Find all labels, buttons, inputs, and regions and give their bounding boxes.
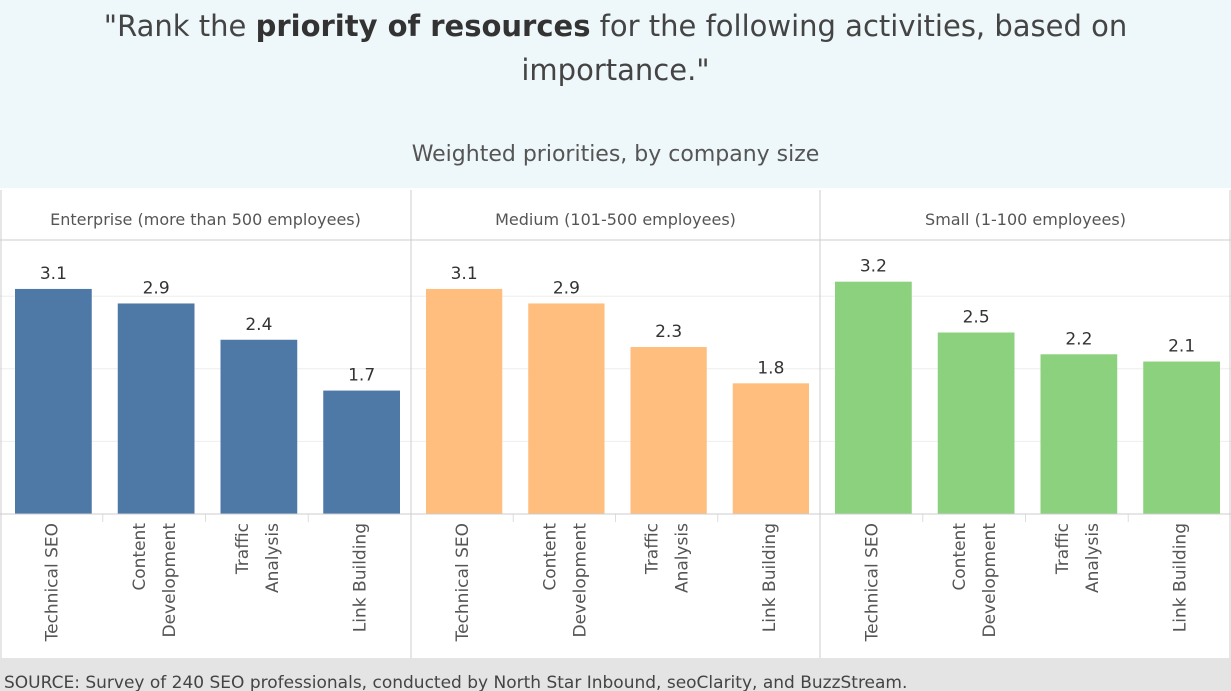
bar [630, 347, 707, 514]
panel-header: Medium (101-500 employees) [495, 210, 736, 229]
bar [117, 303, 195, 514]
category-label: Analysis [673, 523, 693, 593]
bar-chart: Enterprise (more than 500 employees) 3.1 T… [0, 190, 1231, 658]
category-label: Link Building [760, 523, 780, 632]
chart-subtitle: Weighted priorities, by company size [411, 142, 820, 167]
category-label: Content [130, 523, 150, 591]
data-label: 2.2 [1065, 329, 1092, 349]
category-label: Link Building [351, 523, 371, 632]
category-label: Development [160, 523, 180, 638]
data-label: 2.9 [143, 278, 170, 298]
data-label: 3.1 [451, 264, 478, 284]
data-label: 2.3 [655, 322, 682, 342]
data-label: 2.1 [1168, 337, 1195, 357]
bar [15, 288, 92, 514]
category-label: Technical SEO [42, 523, 62, 642]
bar [426, 288, 503, 514]
category-label: Technical SEO [453, 523, 473, 642]
category-label: Analysis [263, 523, 283, 593]
data-label: 3.2 [860, 257, 887, 277]
bar [323, 390, 400, 514]
data-label: 2.9 [553, 278, 580, 298]
category-label: Traffic [1053, 523, 1073, 575]
category-label: Technical SEO [862, 523, 882, 642]
bar [1143, 361, 1220, 514]
bar [732, 383, 809, 514]
category-label: Traffic [233, 523, 253, 575]
panel-header: Small (1-100 employees) [925, 210, 1126, 229]
data-label: 3.1 [40, 264, 67, 284]
data-label: 1.7 [348, 366, 375, 386]
category-label: Link Building [1171, 523, 1191, 632]
bar [937, 332, 1015, 514]
bar [220, 339, 298, 514]
data-label: 2.4 [245, 315, 272, 335]
source-footer: SOURCE: Survey of 240 SEO professionals,… [0, 658, 1231, 691]
data-label: 2.5 [963, 308, 990, 328]
data-label: 1.8 [757, 358, 784, 378]
category-label: Content [540, 523, 560, 591]
bar [528, 303, 605, 514]
bar [1040, 354, 1118, 514]
panel-header: Enterprise (more than 500 employees) [50, 210, 361, 229]
title-bold: priority of resources [255, 9, 591, 43]
category-label: Development [980, 523, 1000, 638]
header: "Rank the priority of resources for the … [0, 0, 1231, 188]
title-suffix: for the following activities, based on i… [521, 9, 1128, 87]
category-label: Content [950, 523, 970, 591]
chart-title: "Rank the priority of resources for the … [40, 4, 1191, 92]
title-prefix: "Rank the [103, 9, 256, 43]
category-label: Development [570, 523, 590, 638]
category-label: Analysis [1083, 523, 1103, 593]
bar [835, 281, 912, 514]
category-label: Traffic [643, 523, 663, 575]
